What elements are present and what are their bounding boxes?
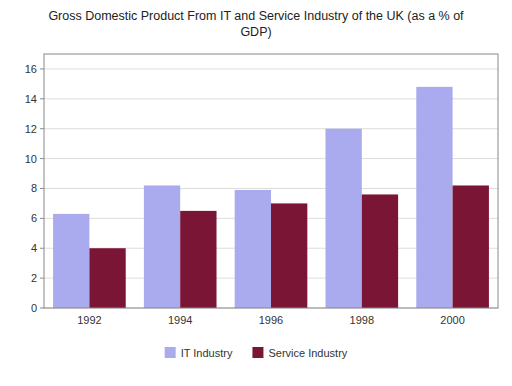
x-tick-label: 1996	[259, 314, 283, 326]
y-tick	[40, 188, 44, 189]
x-tick-label: 1992	[77, 314, 101, 326]
legend-item: Service Industry	[252, 347, 347, 359]
chart-svg: Gross Domestic Product From IT and Servi…	[0, 0, 512, 386]
y-tick	[40, 158, 44, 159]
legend: IT Industry Service Industry	[165, 347, 348, 359]
bar	[325, 129, 361, 308]
y-tick-label: 16	[25, 63, 37, 75]
title-line: Gross Domestic Product From IT and Servi…	[48, 9, 464, 23]
y-tick	[40, 128, 44, 129]
bar	[180, 211, 216, 308]
x-tick-label: 1998	[350, 314, 374, 326]
bar	[53, 214, 89, 308]
legend-swatch	[252, 347, 263, 358]
bar	[235, 190, 271, 308]
y-tick	[40, 278, 44, 279]
title-line: GDP)	[240, 25, 271, 39]
y-tick-label: 10	[25, 153, 37, 165]
y-tick-label: 14	[25, 93, 37, 105]
y-tick-label: 0	[31, 302, 37, 314]
bar	[271, 203, 307, 308]
y-tick	[40, 218, 44, 219]
bar	[144, 185, 180, 308]
plot-area	[44, 54, 498, 308]
chart-container: Gross Domestic Product From IT and Servi…	[0, 0, 512, 386]
y-tick	[40, 68, 44, 69]
legend-swatch	[165, 347, 176, 358]
y-tick-label: 12	[25, 123, 37, 135]
grid-line	[44, 68, 498, 69]
chart-title: Gross Domestic Product From IT and Servi…	[48, 9, 464, 39]
y-tick	[40, 308, 44, 309]
bars	[53, 87, 489, 308]
y-tick-label: 2	[31, 272, 37, 284]
bar	[89, 248, 125, 308]
legend-label: IT Industry	[181, 347, 233, 359]
x-tick-label: 1994	[168, 314, 192, 326]
y-tick	[40, 98, 44, 99]
bar	[453, 185, 489, 308]
y-tick	[40, 248, 44, 249]
y-tick-label: 4	[31, 242, 37, 254]
y-tick-label: 8	[31, 182, 37, 194]
plot-frame	[44, 54, 498, 308]
legend-label: Service Industry	[268, 347, 347, 359]
x-tick-label: 2000	[440, 314, 464, 326]
bar	[362, 194, 398, 308]
bar	[416, 87, 452, 308]
y-tick-label: 6	[31, 212, 37, 224]
legend-item: IT Industry	[165, 347, 233, 359]
